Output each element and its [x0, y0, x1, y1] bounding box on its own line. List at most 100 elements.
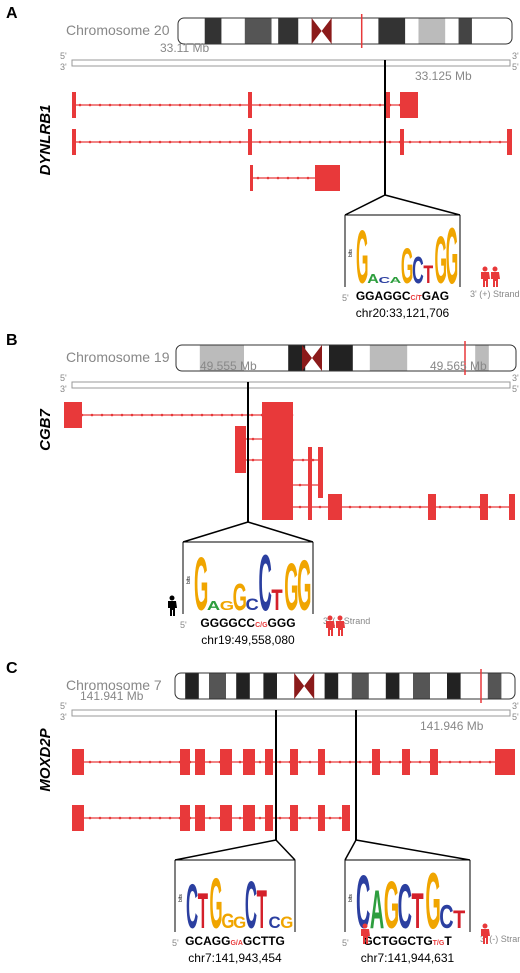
intron-dot: [468, 760, 472, 764]
logo-letter: G: [233, 913, 246, 932]
intron-dot: [388, 760, 392, 764]
chromosome-band: [204, 18, 222, 44]
intron-dot: [188, 103, 192, 107]
intron-dot: [468, 505, 472, 509]
exon: [262, 472, 293, 498]
intron-dot: [378, 505, 382, 509]
intron-dot: [308, 816, 312, 820]
strand-end: 3': [60, 384, 67, 394]
five-prime: 5': [342, 938, 349, 948]
logo-letter: G: [356, 215, 368, 299]
chromosome-label: Chromosome 20: [66, 22, 170, 38]
intron-dot: [478, 140, 482, 144]
strand-end: 5': [60, 373, 67, 383]
exon: [509, 494, 515, 520]
intron-dot: [318, 140, 322, 144]
intron-dot: [298, 505, 302, 509]
sequence-part: GGAGGC: [356, 289, 411, 303]
intron-dot: [138, 816, 142, 820]
intron-dot: [228, 103, 232, 107]
intron-dot: [208, 816, 212, 820]
chromosome-label: Chromosome 7: [66, 677, 162, 693]
exon: [250, 165, 253, 191]
gene-name: DYNLRB1: [37, 105, 54, 176]
intron-dot: [458, 760, 462, 764]
chromosome-band: [475, 345, 489, 371]
logo-letter: C: [378, 275, 390, 285]
intron-dot: [158, 103, 162, 107]
intron-dot: [98, 816, 102, 820]
intron-dot: [218, 103, 222, 107]
scale-right: 49.565 Mb: [430, 359, 487, 373]
intron-dot: [148, 140, 152, 144]
intron-dot: [150, 413, 154, 417]
exon: [72, 129, 76, 155]
intron-dot: [238, 816, 242, 820]
intron-dot: [208, 103, 212, 107]
bits-label: bits: [186, 576, 192, 584]
intron-dot: [348, 103, 352, 107]
intron-dot: [298, 816, 302, 820]
intron-dot: [448, 505, 452, 509]
intron-dot: [208, 760, 212, 764]
intron-dot: [328, 103, 332, 107]
intron-dot: [158, 140, 162, 144]
logo-letter: G: [221, 910, 234, 933]
centromere: [302, 345, 322, 371]
strand-label: 3' (+) Strand: [470, 289, 520, 299]
intron-dot: [358, 103, 362, 107]
person-icon: [481, 272, 490, 287]
intron-dot: [128, 103, 132, 107]
intron-dot: [368, 140, 372, 144]
panel-label: B: [6, 332, 18, 349]
gene-name: CGB7: [37, 409, 54, 451]
intron-dot: [368, 505, 372, 509]
scale-right: 141.946 Mb: [420, 719, 484, 733]
chromosome-band: [278, 18, 299, 44]
exon: [72, 805, 84, 831]
intron-dot: [168, 816, 172, 820]
exon: [262, 447, 293, 473]
intron-dot: [258, 103, 262, 107]
person-icon: [362, 923, 368, 929]
intron-dot: [218, 140, 222, 144]
intron-dot: [78, 103, 82, 107]
intron-dot: [208, 140, 212, 144]
intron-dot: [308, 103, 312, 107]
intron-dot: [318, 505, 322, 509]
intron-dot: [288, 140, 292, 144]
intron-dot: [348, 140, 352, 144]
exon: [195, 805, 205, 831]
intron-dot: [398, 760, 402, 764]
intron-dot: [278, 816, 282, 820]
intron-dot: [278, 760, 282, 764]
exon: [402, 749, 410, 775]
intron-dot: [148, 760, 152, 764]
intron-dot: [168, 760, 172, 764]
intron-dot: [258, 760, 262, 764]
intron-dot: [198, 103, 202, 107]
chromosome-band: [244, 18, 272, 44]
logo-letter: A: [370, 879, 384, 940]
bits-label: bits: [348, 894, 354, 902]
strand-end: 3': [60, 62, 67, 72]
chromosome-band: [385, 673, 400, 699]
exon: [180, 805, 190, 831]
logo-letter: G: [233, 577, 247, 619]
person-icon: [327, 615, 333, 621]
sequence-part: C/T: [411, 295, 423, 302]
intron-dot: [328, 140, 332, 144]
exon: [318, 805, 325, 831]
intron-dot: [178, 140, 182, 144]
chromosome-label: Chromosome 19: [66, 349, 170, 365]
intron-dot: [288, 103, 292, 107]
intron-dot: [388, 140, 392, 144]
intron-dot: [398, 505, 402, 509]
intron-dot: [298, 760, 302, 764]
intron-dot: [98, 760, 102, 764]
centromere: [311, 18, 332, 44]
intron-dot: [368, 760, 372, 764]
intron-dot: [308, 760, 312, 764]
intron-dot: [338, 103, 342, 107]
